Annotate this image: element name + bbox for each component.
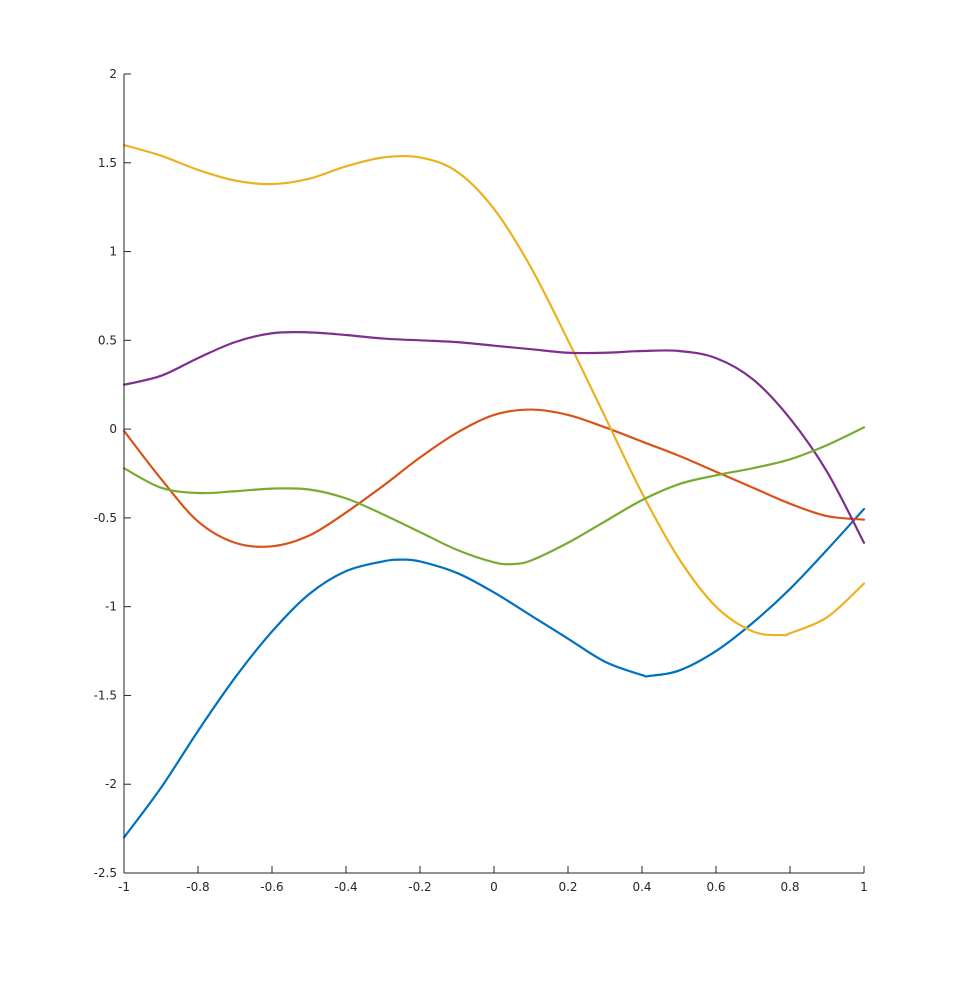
y-tick-label: -1 [105, 600, 117, 614]
x-tick-label: -0.4 [334, 880, 357, 894]
x-tick-label: -0.8 [186, 880, 209, 894]
x-tick-label: -0.6 [260, 880, 283, 894]
y-tick-label: -2 [105, 777, 117, 791]
y-tick-label: 1.5 [98, 156, 117, 170]
y-tick-label: 0 [109, 422, 117, 436]
y-tick-label: 1 [109, 245, 117, 259]
axes [123, 73, 865, 874]
x-tick-label: 0.6 [706, 880, 725, 894]
y-tick-label: -2.5 [94, 866, 117, 880]
y-tick-label: 2 [109, 67, 117, 81]
y-tick-label: -1.5 [94, 688, 117, 702]
x-tick-label: 1 [860, 880, 868, 894]
y-tick-label: -0.5 [94, 511, 117, 525]
series-line-5 [122, 426, 866, 566]
tick-labels: -1 -0.8 -0.6 -0.4 -0.2 0 0.2 0.4 0.6 0.8 1 -2.5 -2 -1… [94, 67, 868, 894]
x-tick-label: -0.2 [408, 880, 431, 894]
series-line-3 [122, 143, 866, 637]
x-tick-label: 0.8 [780, 880, 799, 894]
series-line-2 [122, 408, 866, 548]
x-tick-label: 0.2 [558, 880, 577, 894]
series-line-1 [122, 507, 866, 839]
series-line-4 [122, 330, 866, 544]
x-tick-label: -1 [118, 880, 130, 894]
y-tick-label: 0.5 [98, 333, 117, 347]
x-tick-label: 0.4 [632, 880, 651, 894]
x-tick-label: 0 [490, 880, 498, 894]
plot-lines [122, 143, 866, 839]
